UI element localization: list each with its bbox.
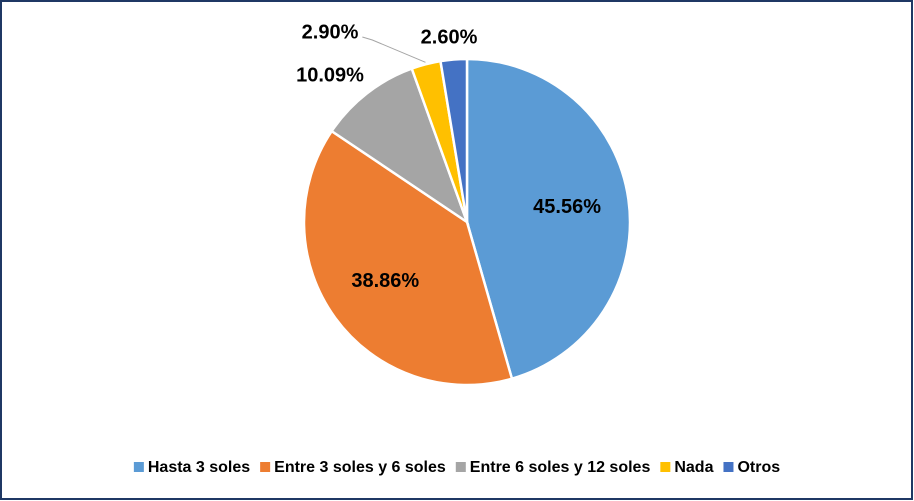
- legend-label: Hasta 3 soles: [148, 459, 250, 476]
- legend-swatch: [660, 462, 671, 472]
- legend-swatch: [260, 462, 271, 472]
- legend-label: Entre 6 soles y 12 soles: [470, 459, 651, 476]
- legend-swatch: [455, 462, 466, 472]
- legend: Hasta 3 soles Entre 3 soles y 6 soles Entr…: [133, 459, 780, 476]
- legend-label: Nada: [674, 459, 713, 476]
- data-label: 38.86%: [351, 270, 419, 292]
- data-label: 10.09%: [296, 64, 364, 86]
- pie-slice: [329, 67, 470, 226]
- data-label: 2.90%: [302, 21, 359, 43]
- data-labels: 45.56% 38.86% 10.09% 2.90% 2.60%: [296, 21, 601, 291]
- legend-swatch: [133, 462, 144, 472]
- leader-line: [362, 36, 426, 63]
- pie: [302, 57, 632, 387]
- pie-slice: [302, 129, 514, 387]
- legend-label: Otros: [737, 459, 780, 476]
- pie-slice: [439, 57, 469, 223]
- legend-swatch: [723, 462, 734, 472]
- pie-slice: [465, 57, 632, 381]
- data-label: 45.56%: [533, 196, 601, 218]
- legend-label: Entre 3 soles y 6 soles: [274, 459, 446, 476]
- data-label: 2.60%: [421, 26, 478, 48]
